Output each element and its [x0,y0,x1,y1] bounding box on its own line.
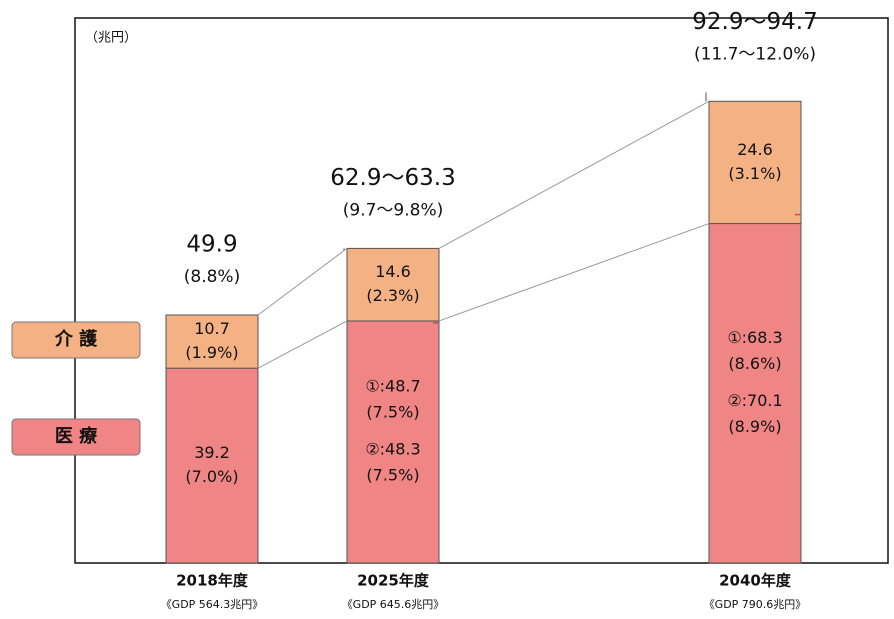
share-label: (8.6%) [728,354,781,373]
value-label: 24.6 [737,140,773,159]
value-label: 10.7 [194,319,230,338]
total-share-label: (8.8%) [184,267,240,287]
legend-swatch [11,418,141,456]
bar-segment [346,247,440,322]
value-label: 39.2 [194,443,230,462]
value-label: ①:68.3 [727,328,782,347]
bar-segment [165,367,259,564]
bar-segment [708,223,802,564]
value-label: ①:48.7 [365,376,420,395]
value-label: 14.6 [375,262,411,281]
share-label: (1.9%) [185,343,238,362]
connector [438,100,710,249]
total-label: 62.9～63.3 [330,165,455,191]
share-label: (7.5%) [366,465,419,484]
gdp-label: 《GDP 564.3兆円》 [161,598,264,611]
total-share-label: (9.7～9.8%) [343,200,444,220]
connector [438,223,710,322]
x-tick-label: 2025年度 [357,572,430,590]
unit-label: （兆円） [85,31,137,46]
share-label: (8.9%) [728,417,781,436]
share-label: (2.3%) [366,286,419,305]
total-label: 92.9～94.7 [692,9,817,35]
legend-label: 医 療 [55,425,98,447]
gdp-label: 《GDP 790.6兆円》 [704,598,807,611]
connector [257,247,348,316]
share-label: (3.1%) [728,164,781,183]
frame [74,17,889,564]
legend-label: 介 護 [54,328,98,350]
legend-swatch [11,321,141,359]
bar-segment [165,314,259,369]
value-label: ②:70.1 [727,391,782,410]
total-label: 49.9 [186,231,237,257]
x-tick-label: 2040年度 [719,572,792,590]
share-label: (7.5%) [366,402,419,421]
value-label: ②:48.3 [365,439,420,458]
share-label: (7.0%) [185,467,238,486]
total-share-label: (11.7～12.0%) [694,44,816,64]
bar-segment [346,320,440,564]
x-tick-label: 2018年度 [176,572,249,590]
bar-segment [708,100,802,225]
connector [257,320,348,369]
gdp-label: 《GDP 645.6兆円》 [342,598,445,611]
